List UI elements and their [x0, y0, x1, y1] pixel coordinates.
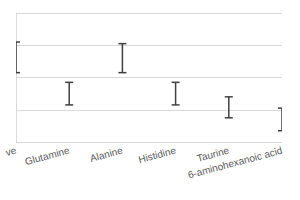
- svg-text:6-aminohexanoic acid: 6-aminohexanoic acid: [187, 145, 284, 181]
- svg-text:ve: ve: [4, 145, 17, 158]
- svg-text:Glutamine: Glutamine: [24, 145, 71, 168]
- svg-text:Taurine: Taurine: [195, 144, 231, 164]
- svg-text:Alanine: Alanine: [89, 145, 124, 164]
- svg-text:Histidine: Histidine: [137, 145, 177, 166]
